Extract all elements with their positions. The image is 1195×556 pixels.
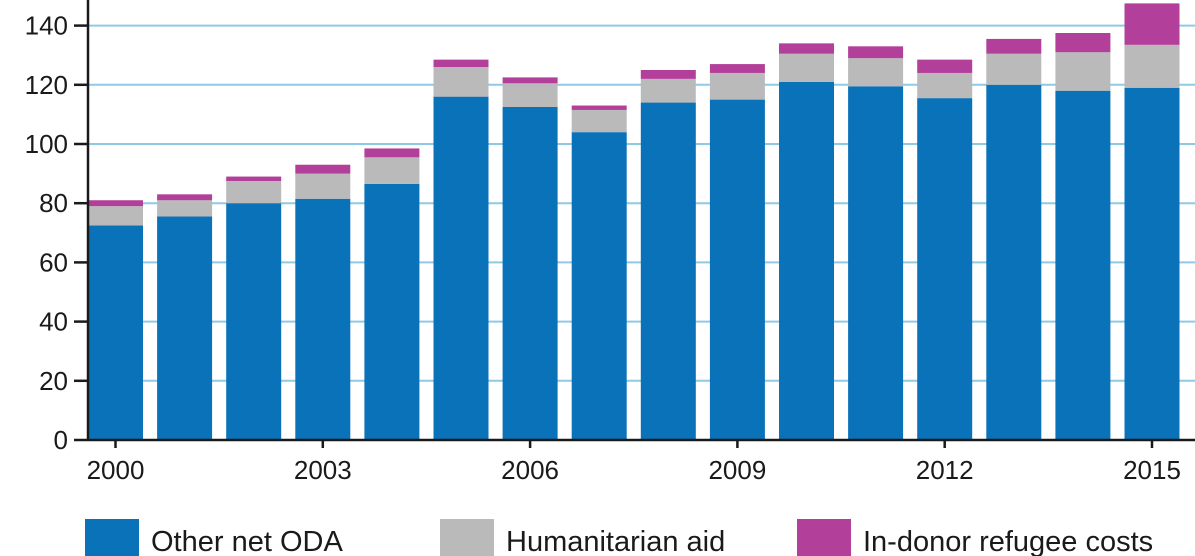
bar-2008-series-3 [640, 70, 696, 79]
legend-swatch-3 [797, 519, 851, 556]
bar-2009-series-1 [709, 99, 765, 440]
bar-2003-series-1 [295, 198, 351, 440]
bar-2007-series-2 [571, 109, 627, 133]
bar-2011-series-3 [848, 46, 904, 59]
bar-2005-series-3 [433, 59, 489, 68]
bar-2009-series-2 [709, 72, 765, 100]
bar-2011-series-2 [848, 58, 904, 87]
y-tick-label: 80 [39, 188, 68, 218]
axes: 0 20 40 60 80 100 120 140 2000 2003 2006 2009 2012 20… [25, 0, 1195, 485]
bar-2001-series-2 [157, 200, 213, 217]
bar-2005-series-1 [433, 96, 489, 440]
y-tick-label: 140 [25, 11, 68, 41]
bar-2004-series-2 [364, 157, 420, 184]
bar-2001-series-1 [157, 216, 213, 440]
x-tick-label: 2006 [501, 455, 559, 485]
bar-2015-series-1 [1124, 87, 1180, 440]
bar-2010-series-1 [779, 81, 834, 440]
bar-2008-series-2 [640, 78, 696, 103]
bar-2005-series-2 [433, 67, 489, 97]
bar-2000-series-1 [88, 225, 143, 440]
bar-2010-series-3 [779, 43, 834, 54]
x-tick-label: 2015 [1123, 455, 1181, 485]
x-tick-label: 2012 [916, 455, 974, 485]
bar-2001-series-3 [157, 194, 213, 201]
x-tick-label: 2003 [294, 455, 352, 485]
bar-2004-series-1 [364, 183, 420, 440]
bar-2015-series-2 [1124, 44, 1180, 88]
bar-2008-series-1 [640, 102, 696, 440]
legend-swatch-1 [85, 519, 139, 556]
legend: Other net ODA Humanitarian aid In-donor re… [85, 519, 1153, 556]
bars [88, 3, 1180, 441]
bar-2009-series-3 [709, 64, 765, 73]
bar-2014-series-1 [1055, 90, 1111, 440]
bar-2003-series-3 [295, 164, 351, 174]
legend-swatch-2 [440, 519, 494, 556]
bar-2015-series-3 [1124, 3, 1180, 45]
bar-2012-series-1 [917, 98, 973, 441]
y-tick-label: 20 [39, 366, 68, 396]
y-tick-label: 0 [54, 425, 68, 455]
legend-label-3: In-donor refugee costs [863, 526, 1153, 556]
bar-2006-series-3 [502, 77, 558, 84]
bar-2013-series-2 [986, 53, 1042, 85]
bar-2014-series-2 [1055, 52, 1111, 91]
bar-2000-series-2 [88, 206, 143, 226]
legend-label-2: Humanitarian aid [506, 526, 725, 556]
bar-2003-series-2 [295, 173, 351, 199]
bar-2010-series-2 [779, 53, 834, 82]
y-tick-label: 100 [25, 129, 68, 159]
bar-2012-series-2 [917, 72, 973, 99]
bar-2014-series-3 [1055, 33, 1111, 53]
bar-2006-series-2 [502, 83, 558, 107]
y-tick-label: 60 [39, 247, 68, 277]
bar-2007-series-1 [571, 132, 627, 440]
bar-2000-series-3 [88, 200, 143, 207]
y-tick-label: 40 [39, 307, 68, 337]
bar-2002-series-2 [226, 181, 282, 204]
bar-2002-series-1 [226, 203, 282, 440]
legend-label-1: Other net ODA [151, 526, 343, 556]
bar-2011-series-1 [848, 86, 904, 440]
bar-2007-series-3 [571, 105, 627, 110]
x-tick-label: 2009 [708, 455, 766, 485]
y-tick-label: 120 [25, 70, 68, 100]
bar-2006-series-1 [502, 107, 558, 440]
x-tick-label: 2000 [87, 455, 145, 485]
bar-2012-series-3 [917, 59, 973, 73]
bar-2002-series-3 [226, 176, 282, 181]
bar-2013-series-3 [986, 38, 1042, 54]
bar-2004-series-3 [364, 148, 420, 158]
bar-2013-series-1 [986, 84, 1042, 441]
